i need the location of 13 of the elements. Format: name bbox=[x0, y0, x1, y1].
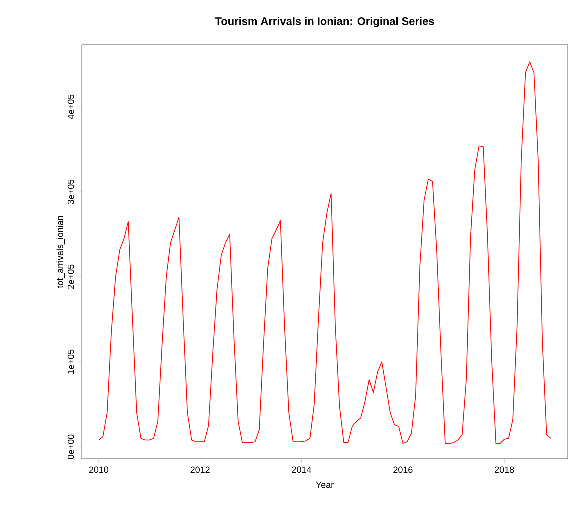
x-axis-title: Year bbox=[316, 482, 334, 488]
y-tick-label: 3e+05 bbox=[68, 180, 74, 204]
y-axis-title: tot_arrivals_ionian bbox=[56, 216, 66, 288]
y-tick-label: 0e+00 bbox=[68, 434, 74, 460]
y-tick-label: 1e+05 bbox=[68, 350, 74, 374]
y-tick-label: 2e+05 bbox=[68, 264, 74, 290]
x-tick-label: 2016 bbox=[394, 466, 413, 474]
x-tick-label: 2018 bbox=[495, 466, 514, 474]
x-tick-label: 2012 bbox=[190, 466, 210, 474]
chart-title: Tourism Arrivals in Ionian: Original Series bbox=[215, 17, 434, 28]
x-tick-label: 2014 bbox=[292, 466, 312, 474]
x-tick-label: 2010 bbox=[89, 466, 109, 474]
y-tick-label: 4e+05 bbox=[68, 94, 74, 120]
